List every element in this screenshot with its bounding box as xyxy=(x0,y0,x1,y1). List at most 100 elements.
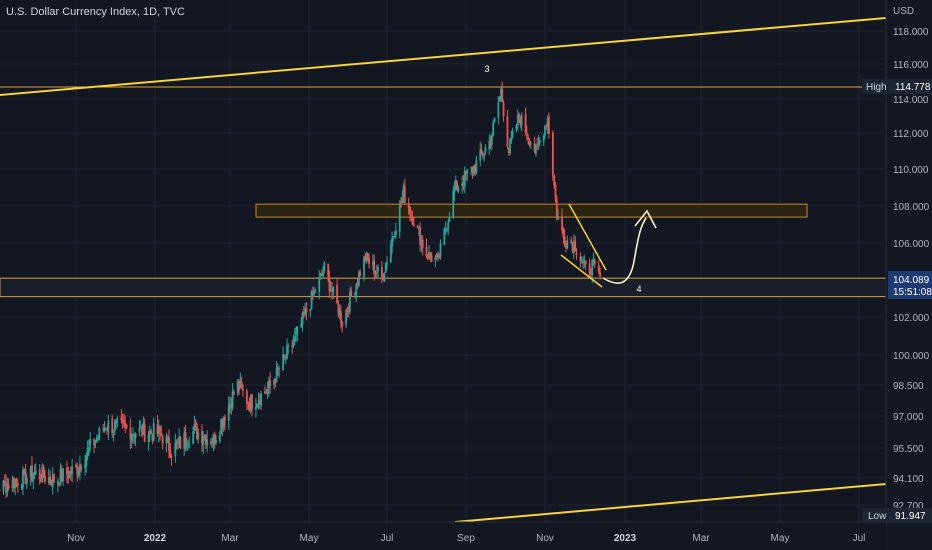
candle-body xyxy=(416,225,419,227)
candle-body xyxy=(240,381,243,388)
candle-body xyxy=(410,215,413,217)
candle-body xyxy=(516,114,519,126)
candle-body xyxy=(67,475,70,479)
candle-body xyxy=(430,255,433,262)
low-label: Low xyxy=(868,511,887,522)
candle-body xyxy=(502,102,505,117)
candle-body xyxy=(375,273,378,275)
candle-body xyxy=(489,140,492,147)
candle-body xyxy=(528,140,531,146)
time-axis[interactable]: Nov 2022 Mar May Jul Sep Nov 2023 Mar May Jul xyxy=(0,521,886,550)
candle-body xyxy=(29,466,32,477)
candle-body xyxy=(97,437,99,439)
candle-body xyxy=(156,424,159,434)
candle-body xyxy=(320,274,323,276)
candle-body xyxy=(359,271,362,277)
candle-body xyxy=(313,290,316,295)
candle-body xyxy=(492,122,495,136)
candle-body xyxy=(80,466,83,470)
candle-body xyxy=(66,467,68,475)
candle-body xyxy=(251,394,253,410)
currency-label: USD xyxy=(893,6,914,17)
candle-body xyxy=(292,342,295,346)
candle-body xyxy=(525,133,528,137)
candle-body xyxy=(202,439,205,445)
high-value: 114.778 xyxy=(895,82,931,93)
candle-body xyxy=(275,366,278,382)
candle-body xyxy=(25,478,28,483)
price-tick-label: 92.700 xyxy=(893,501,924,512)
candle-body xyxy=(557,216,560,220)
candle-body xyxy=(148,430,151,435)
candle-body xyxy=(185,446,188,448)
candle-body xyxy=(291,345,294,347)
candle-body xyxy=(42,466,45,478)
candle-body xyxy=(553,175,556,186)
candle-body xyxy=(470,166,473,169)
candle-body xyxy=(124,422,127,427)
candle-body xyxy=(402,186,405,197)
candle-body xyxy=(364,255,367,262)
candle-body xyxy=(437,253,439,255)
candle-body xyxy=(465,171,467,175)
candle-body xyxy=(287,345,290,347)
candle-body xyxy=(16,482,19,487)
wave-label-3: 3 xyxy=(484,64,489,74)
candle-body xyxy=(566,240,569,249)
price-tick-label: 110.000 xyxy=(893,165,929,176)
candle-body xyxy=(447,221,450,230)
candle-body xyxy=(296,326,299,334)
price-axis[interactable]: USD 92.700 94.100 95.500 97.000 98.500 100.000… xyxy=(862,0,932,550)
candle-body xyxy=(33,472,36,475)
time-tick-label: Jul xyxy=(381,533,394,544)
candle-body xyxy=(120,417,123,420)
candle-body xyxy=(327,263,330,277)
candle-body xyxy=(542,136,545,142)
candle-body xyxy=(229,403,231,407)
candle-body xyxy=(38,469,41,480)
candle-body xyxy=(391,237,393,246)
wedge-lower-line xyxy=(560,254,603,288)
candle-body xyxy=(76,465,79,475)
candle-body xyxy=(60,469,63,482)
candle-body xyxy=(426,256,429,260)
candle-body xyxy=(71,466,74,474)
candles xyxy=(0,81,601,498)
candle-body xyxy=(143,424,146,442)
candle-body xyxy=(551,132,554,176)
candle-body xyxy=(115,420,118,424)
candle-body xyxy=(51,474,54,488)
candle-body xyxy=(536,143,539,145)
candle-body xyxy=(412,223,415,227)
candle-body xyxy=(134,433,137,439)
candle-body xyxy=(75,464,77,467)
candle-body xyxy=(265,392,268,394)
high-label-bg xyxy=(862,79,932,94)
price-tick-label: 95.500 xyxy=(893,444,924,455)
candle-body xyxy=(227,405,230,421)
candle-body xyxy=(563,236,566,246)
candle-body xyxy=(278,368,281,370)
candle-body xyxy=(176,441,179,445)
candle-body xyxy=(34,470,37,474)
candle-body xyxy=(168,437,170,451)
candle-body xyxy=(249,395,252,412)
candle-body xyxy=(484,147,487,153)
candle-body xyxy=(188,444,191,446)
time-tick-label: May xyxy=(771,533,790,544)
candle-body xyxy=(255,406,257,410)
candle-body xyxy=(147,434,150,443)
last-price-bg xyxy=(888,271,932,299)
candle-body xyxy=(401,197,404,203)
candle-body xyxy=(493,117,496,123)
candle-body xyxy=(210,441,212,444)
candle-body xyxy=(112,430,115,433)
candle-body xyxy=(584,261,587,265)
candle-body xyxy=(160,433,163,436)
symbol-legend[interactable]: U.S. Dollar Currency Index, 1D, TVC xyxy=(6,6,185,18)
candle-body xyxy=(548,116,550,134)
candle-body xyxy=(132,433,134,435)
candle-body xyxy=(264,391,266,394)
candle-body xyxy=(133,435,136,437)
